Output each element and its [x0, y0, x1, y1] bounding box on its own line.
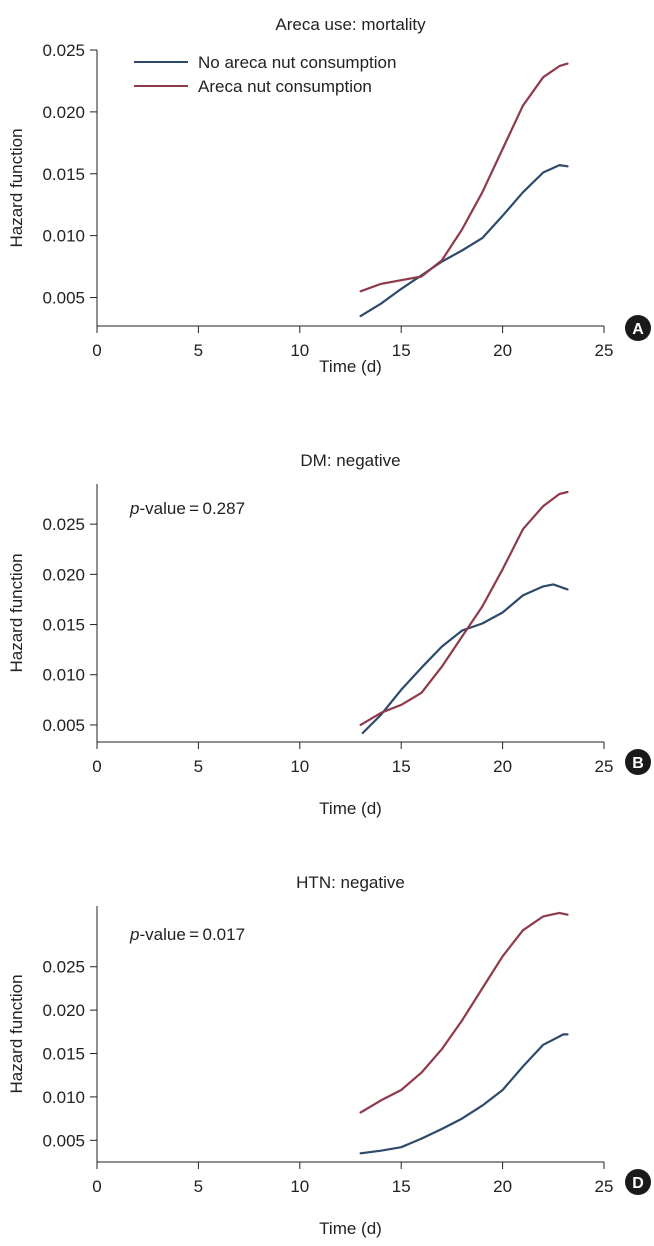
x-tick-label: 20	[493, 341, 512, 360]
y-axis-label: Hazard function	[7, 974, 26, 1093]
x-axis-label: Time (d)	[319, 799, 382, 818]
y-tick-label: 0.010	[42, 227, 85, 246]
series-line-areca	[359, 62, 569, 293]
x-tick-label: 5	[194, 757, 203, 776]
x-tick-label: 10	[290, 757, 309, 776]
x-tick-label: 15	[392, 341, 411, 360]
y-tick-label: 0.025	[42, 41, 85, 60]
p-value-italic: p	[129, 925, 139, 944]
x-tick-label: 20	[493, 1177, 512, 1196]
x-tick-label: 5	[194, 1177, 203, 1196]
x-tick-label: 0	[92, 1177, 101, 1196]
x-tick-label: 25	[595, 1177, 614, 1196]
x-axis-label: Time (d)	[319, 1219, 382, 1238]
chart-title: HTN: negative	[296, 873, 405, 892]
legend-entry: Areca nut consumption	[198, 77, 372, 96]
y-tick-label: 0.005	[42, 289, 85, 308]
chart-panel-b: DM: negative 0 5 10 15 20 25 0.005 0.010 0.015 0.0…	[7, 451, 651, 818]
panel-letter-badge	[625, 315, 651, 341]
y-tick-label: 0.015	[42, 616, 85, 635]
chart-panel-a: Areca use: mortality 0 5 10 15 20 25 0.005 0.010…	[7, 15, 651, 376]
panel-letter-badge	[625, 749, 651, 775]
p-value-annotation: p-value = 0.017	[129, 925, 245, 944]
panel-letter: B	[632, 755, 644, 772]
x-tick-label: 15	[392, 757, 411, 776]
x-tick-label: 5	[194, 341, 203, 360]
y-tick-label: 0.020	[42, 565, 85, 584]
panel-letter: D	[632, 1175, 644, 1192]
x-tick-label: 25	[595, 757, 614, 776]
series-line-no-areca	[361, 583, 569, 735]
y-tick-label: 0.010	[42, 666, 85, 685]
p-value-text: -value = 0.287	[139, 499, 245, 518]
x-tick-label: 10	[290, 341, 309, 360]
y-axis-label: Hazard function	[7, 128, 26, 247]
y-tick-label: 0.025	[42, 958, 85, 977]
series-line-areca	[359, 911, 569, 1114]
y-axis-label: Hazard function	[7, 553, 26, 672]
panel-letter-badge	[625, 1169, 651, 1195]
x-tick-label: 10	[290, 1177, 309, 1196]
y-tick-label: 0.020	[42, 1001, 85, 1020]
series-line-areca	[359, 490, 569, 727]
x-tick-label: 0	[92, 757, 101, 776]
y-tick-label: 0.020	[42, 103, 85, 122]
y-tick-label: 0.010	[42, 1088, 85, 1107]
y-tick-label: 0.015	[42, 165, 85, 184]
p-value-italic: p	[129, 499, 139, 518]
x-tick-label: 25	[595, 341, 614, 360]
y-tick-label: 0.015	[42, 1045, 85, 1064]
series-line-no-areca	[359, 164, 569, 318]
x-tick-label: 0	[92, 341, 101, 360]
y-tick-label: 0.025	[42, 515, 85, 534]
chart-title: Areca use: mortality	[275, 15, 426, 34]
y-tick-label: 0.005	[42, 716, 85, 735]
chart-title: DM: negative	[300, 451, 400, 470]
legend-entry: No areca nut consumption	[198, 53, 396, 72]
x-tick-label: 20	[493, 757, 512, 776]
chart-panel-d: HTN: negative 0 5 10 15 20 25 0.005 0.010 0.015 0.…	[7, 873, 651, 1238]
panel-letter: A	[632, 321, 644, 338]
y-tick-label: 0.005	[42, 1131, 85, 1150]
x-tick-label: 15	[392, 1177, 411, 1196]
p-value-text: -value = 0.017	[139, 925, 245, 944]
p-value-annotation: p-value = 0.287	[129, 499, 245, 518]
series-line-no-areca	[359, 1033, 569, 1155]
x-axis-label: Time (d)	[319, 357, 382, 376]
